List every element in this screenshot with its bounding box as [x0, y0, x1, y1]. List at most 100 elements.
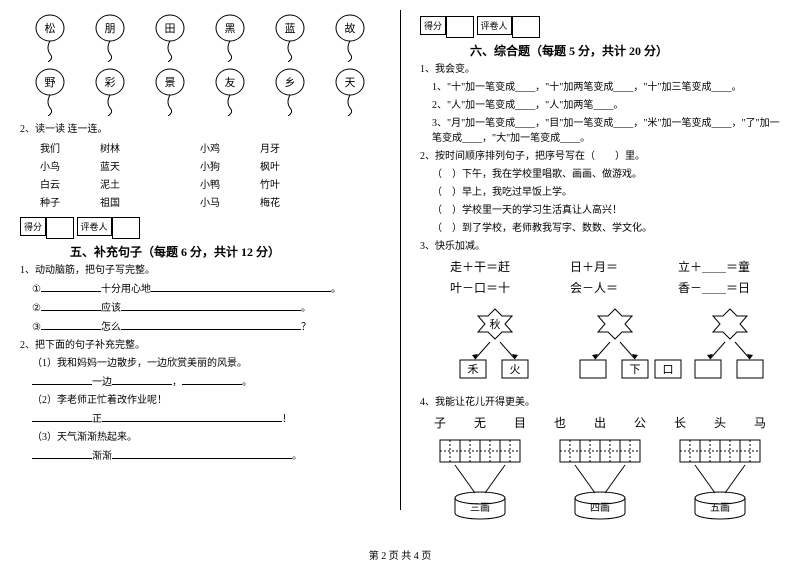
match-row: 白云泥土小鸭竹叶: [40, 176, 380, 191]
svg-text:友: 友: [225, 75, 236, 89]
char-row: 子 无 目 也 出 公 长 头 马: [420, 414, 780, 431]
section-6-title: 六、综合题（每题 5 分，共计 20 分）: [470, 42, 780, 59]
svg-text:黑: 黑: [225, 22, 236, 35]
match-row: 种子祖国小马梅花: [40, 194, 380, 209]
balloon: 故: [330, 14, 370, 62]
q5-2-2b: 正！: [32, 411, 380, 427]
calc-cell: 立＋＿＿＝童: [678, 258, 750, 275]
calc-cell: 走＋干＝赶: [450, 258, 510, 275]
grader-label: 评卷人: [77, 217, 112, 236]
match-cell: 小鸭: [160, 176, 260, 191]
left-column: 松 朋 田 黑 蓝 故 野 彩 景 友 乡 天 2、读一读 连一连。 我们树林小…: [0, 0, 400, 545]
worksheet-page: 松 朋 田 黑 蓝 故 野 彩 景 友 乡 天 2、读一读 连一连。 我们树林小…: [0, 0, 800, 545]
calc-cell: 会－人＝: [570, 279, 618, 296]
q6-2-2: （ ）早上，我吃过早饭上学。: [432, 185, 780, 200]
match-cell: 树林: [100, 140, 160, 155]
funnel-2: 四画: [550, 435, 650, 525]
match-cell: 我们: [40, 140, 100, 155]
char: 无: [466, 414, 494, 431]
match-cell: 祖国: [100, 194, 160, 209]
svg-text:田: 田: [165, 23, 176, 35]
score-label: 得分: [420, 16, 446, 35]
match-row: 小鸟蓝天小狗枫叶: [40, 158, 380, 173]
calc-row-1: 走＋干＝赶 日＋月＝ 立＋＿＿＝童: [420, 258, 780, 275]
q6-1-1: 1、"十"加一笔变成____，"十"加两笔变成____，"十"加三笔变成____…: [432, 80, 780, 95]
q5-2-1: （1）我和妈妈一边散步，一边欣赏美丽的风景。: [32, 356, 380, 371]
q5-2: 2、把下面的句子补充完整。: [20, 338, 380, 353]
score-box: [446, 16, 474, 38]
match-cell: 枫叶: [260, 158, 320, 173]
svg-text:景: 景: [165, 76, 176, 89]
q6-2-4: （ ）到了学校，老师教我写字、数数、学文化。: [432, 221, 780, 236]
q6-2: 2、按时间顺序排列句子，把序号写在（ ）里。: [420, 149, 780, 164]
match-title: 2、读一读 连一连。: [20, 122, 380, 137]
q5-2-2: （2）李老师正忙着改作业呢！: [32, 393, 380, 408]
q5-2-1b: 一边，。: [32, 374, 380, 390]
q5-1-1: ①十分用心地。: [32, 281, 380, 297]
q5-1-3: ③怎么？: [32, 319, 380, 335]
q6-3: 3、快乐加减。: [420, 239, 780, 254]
svg-text:口: 口: [663, 364, 674, 376]
q6-2-3: （ ）学校里一天的学习生活真让人高兴！: [432, 203, 780, 218]
q5-2-3b: 渐渐。: [32, 448, 380, 464]
char: 也: [546, 414, 574, 431]
svg-text:五画: 五画: [710, 503, 730, 514]
match-cell: 泥土: [100, 176, 160, 191]
svg-text:野: 野: [45, 76, 56, 89]
balloon: 黑: [210, 14, 250, 62]
calc-cell: 叶－口＝十: [450, 279, 510, 296]
balloon: 友: [210, 68, 250, 116]
svg-text:三画: 三画: [470, 503, 490, 514]
match-cell: 蓝天: [100, 158, 160, 173]
char: 目: [506, 414, 534, 431]
char: 子: [426, 414, 454, 431]
match-row: 我们树林小鸡月牙: [40, 140, 380, 155]
score-row-5: 得分 评卷人: [20, 217, 380, 239]
q6-1-2: 2、"人"加一笔变成____，"人"加两笔____。: [432, 98, 780, 113]
balloon: 朋: [90, 14, 130, 62]
calc-row-2: 叶－口＝十 会－人＝ 香－＿＿＝日: [420, 279, 780, 296]
balloon: 蓝: [270, 14, 310, 62]
funnel-1: 三画: [430, 435, 530, 525]
grader-box: [112, 217, 140, 239]
svg-text:天: 天: [345, 77, 356, 89]
match-cell: 竹叶: [260, 176, 320, 191]
balloon: 松: [30, 14, 70, 62]
match-cell: 月牙: [260, 140, 320, 155]
balloon: 彩: [90, 68, 130, 116]
tree-svg: 秋 禾 火 下 口: [430, 304, 770, 384]
match-cell: 小马: [160, 194, 260, 209]
svg-text:朋: 朋: [105, 23, 116, 35]
match-table: 我们树林小鸡月牙 小鸟蓝天小狗枫叶 白云泥土小鸭竹叶 种子祖国小马梅花: [40, 140, 380, 209]
right-column: 得分 评卷人 六、综合题（每题 5 分，共计 20 分） 1、我会变。 1、"十…: [400, 0, 800, 545]
score-box: [46, 217, 74, 239]
q6-1-3: 3、"月"加一笔变成____，"目"加一笔变成____，"米"加一笔变成____…: [432, 116, 780, 146]
svg-text:禾: 禾: [468, 363, 479, 376]
tree-diagram: 秋 禾 火 下 口: [420, 304, 780, 387]
svg-text:彩: 彩: [105, 76, 116, 89]
match-cell: 小狗: [160, 158, 260, 173]
balloon-row-1: 松 朋 田 黑 蓝 故: [20, 14, 380, 62]
q6-1: 1、我会变。: [420, 62, 780, 77]
char: 马: [746, 414, 774, 431]
page-footer: 第 2 页 共 4 页: [0, 547, 800, 562]
calc-cell: 日＋月＝: [570, 258, 618, 275]
balloon-row-2: 野 彩 景 友 乡 天: [20, 68, 380, 116]
q6-2-1: （ ）下午，我在学校里唱歌、画画、做游戏。: [432, 167, 780, 182]
match-cell: 小鸟: [40, 158, 100, 173]
svg-text:四画: 四画: [590, 503, 610, 514]
svg-text:蓝: 蓝: [285, 22, 296, 35]
svg-text:故: 故: [345, 21, 356, 35]
section-5-title: 五、补充句子（每题 6 分，共计 12 分）: [70, 243, 380, 260]
char: 头: [706, 414, 734, 431]
grader-label: 评卷人: [477, 16, 512, 35]
balloon: 天: [330, 68, 370, 116]
balloon: 田: [150, 14, 190, 62]
match-cell: 小鸡: [160, 140, 260, 155]
score-row-6: 得分 评卷人: [420, 16, 780, 38]
char: 公: [626, 414, 654, 431]
match-cell: 白云: [40, 176, 100, 191]
calc-cell: 香－＿＿＝日: [678, 279, 750, 296]
grid-funnels: 三画 四画 五画: [420, 435, 780, 525]
balloon: 野: [30, 68, 70, 116]
